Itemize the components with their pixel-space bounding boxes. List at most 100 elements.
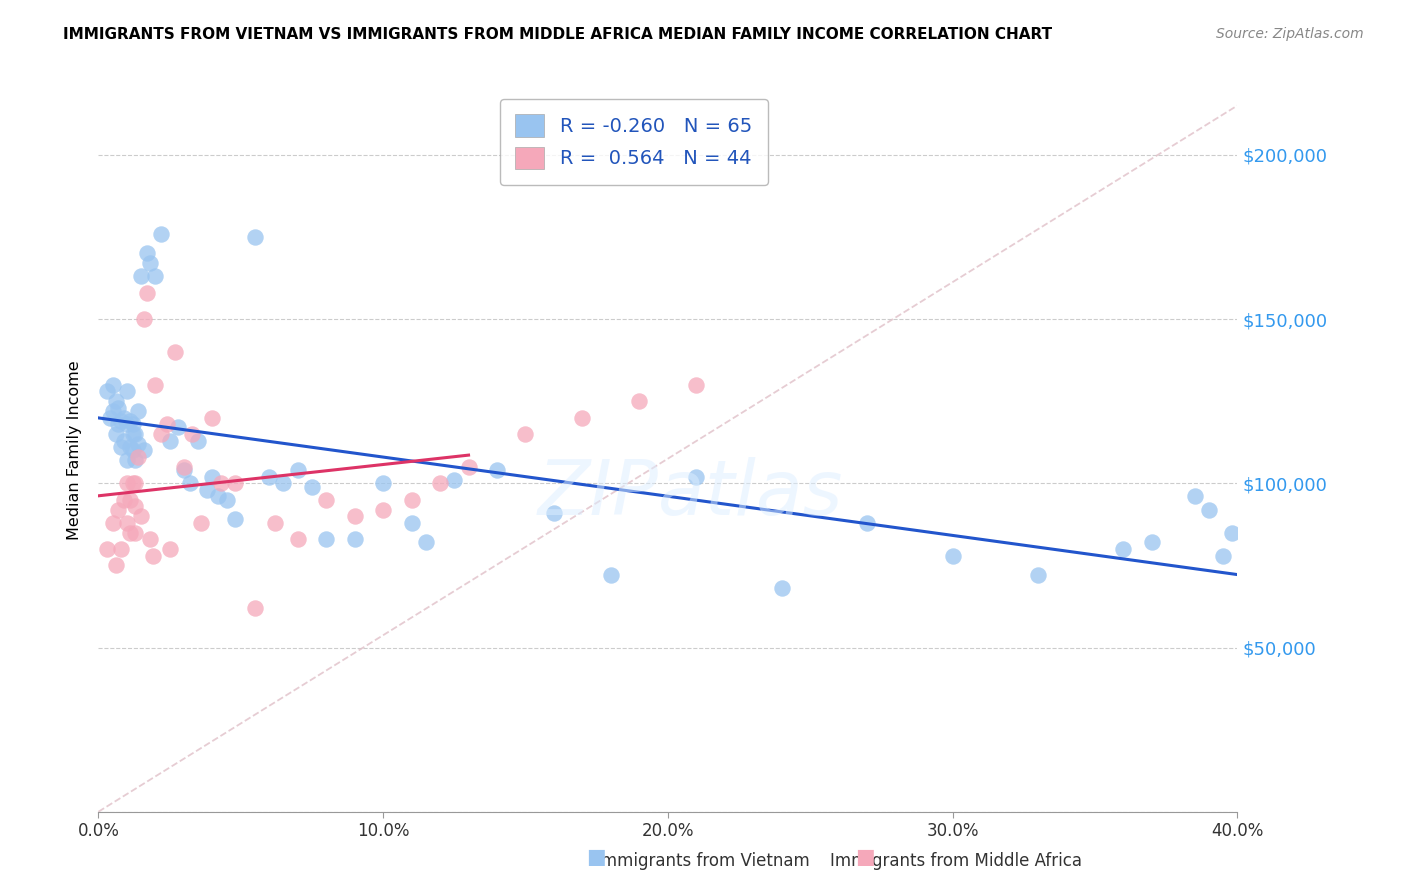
Point [173, 459, 195, 474]
Point [600, 568, 623, 582]
Point [96, 541, 118, 556]
Point [343, 509, 366, 524]
Point [132, 312, 155, 326]
Point [135, 285, 157, 300]
Point [115, 384, 138, 399]
Point [159, 434, 181, 448]
Point [118, 414, 141, 428]
Point [127, 404, 149, 418]
Point [543, 506, 565, 520]
Point [104, 427, 127, 442]
Point [121, 427, 143, 442]
Point [187, 434, 209, 448]
Text: ZIPatlas: ZIPatlas [538, 457, 844, 531]
Point [138, 256, 160, 270]
Point [301, 480, 323, 494]
Point [486, 463, 509, 477]
Point [201, 410, 224, 425]
Point [273, 476, 295, 491]
Point [150, 427, 173, 442]
Point [287, 532, 309, 546]
Point [401, 492, 423, 507]
Point [107, 401, 129, 415]
Point [101, 404, 124, 418]
Point [264, 516, 287, 530]
Point [1026, 568, 1049, 582]
Point [165, 345, 187, 359]
Point [156, 417, 179, 432]
Point [195, 483, 218, 497]
Point [124, 500, 146, 514]
Point [1112, 541, 1135, 556]
Point [118, 440, 141, 454]
Point [1212, 549, 1234, 563]
Point [124, 525, 146, 540]
Point [101, 377, 124, 392]
Text: ■: ■ [586, 847, 606, 867]
Point [628, 394, 651, 409]
Point [107, 502, 129, 516]
Point [115, 417, 138, 432]
Point [167, 420, 190, 434]
Point [373, 476, 395, 491]
Text: Source: ZipAtlas.com: Source: ZipAtlas.com [1216, 27, 1364, 41]
Point [259, 469, 281, 483]
Point [685, 469, 707, 483]
Point [443, 473, 465, 487]
Point [124, 476, 146, 491]
Point [129, 269, 152, 284]
Point [110, 414, 132, 428]
Point [243, 601, 266, 615]
Point [115, 476, 138, 491]
Point [571, 410, 593, 425]
Point [118, 492, 141, 507]
Point [201, 469, 224, 483]
Point [159, 541, 181, 556]
Point [215, 492, 238, 507]
Point [138, 532, 160, 546]
Point [401, 516, 423, 530]
Point [121, 417, 143, 432]
Point [145, 269, 167, 284]
Point [121, 476, 143, 491]
Point [110, 541, 132, 556]
Text: Immigrants from Middle Africa: Immigrants from Middle Africa [830, 852, 1083, 870]
Point [127, 437, 149, 451]
Point [209, 476, 232, 491]
Point [243, 230, 266, 244]
Point [112, 492, 135, 507]
Text: Immigrants from Vietnam: Immigrants from Vietnam [596, 852, 810, 870]
Point [1140, 535, 1163, 549]
Point [107, 417, 129, 432]
Point [207, 490, 229, 504]
Point [110, 440, 132, 454]
Point [129, 509, 152, 524]
Point [115, 516, 138, 530]
Point [856, 516, 879, 530]
Point [112, 410, 135, 425]
Point [135, 246, 157, 260]
Point [104, 394, 127, 409]
Point [1184, 490, 1206, 504]
Point [287, 463, 309, 477]
Point [145, 377, 167, 392]
Legend: R = -0.260   N = 65, R =  0.564   N = 44: R = -0.260 N = 65, R = 0.564 N = 44 [499, 99, 768, 185]
Text: ■: ■ [855, 847, 875, 867]
Point [112, 434, 135, 448]
Point [150, 227, 173, 241]
Y-axis label: Median Family Income: Median Family Income [67, 360, 83, 541]
Point [118, 525, 141, 540]
Point [132, 443, 155, 458]
Point [315, 532, 337, 546]
Point [101, 516, 124, 530]
Point [770, 582, 793, 596]
Point [141, 549, 163, 563]
Point [121, 443, 143, 458]
Point [115, 453, 138, 467]
Point [127, 450, 149, 464]
Point [181, 427, 204, 442]
Point [685, 377, 707, 392]
Point [124, 427, 146, 442]
Point [457, 459, 479, 474]
Point [224, 512, 246, 526]
